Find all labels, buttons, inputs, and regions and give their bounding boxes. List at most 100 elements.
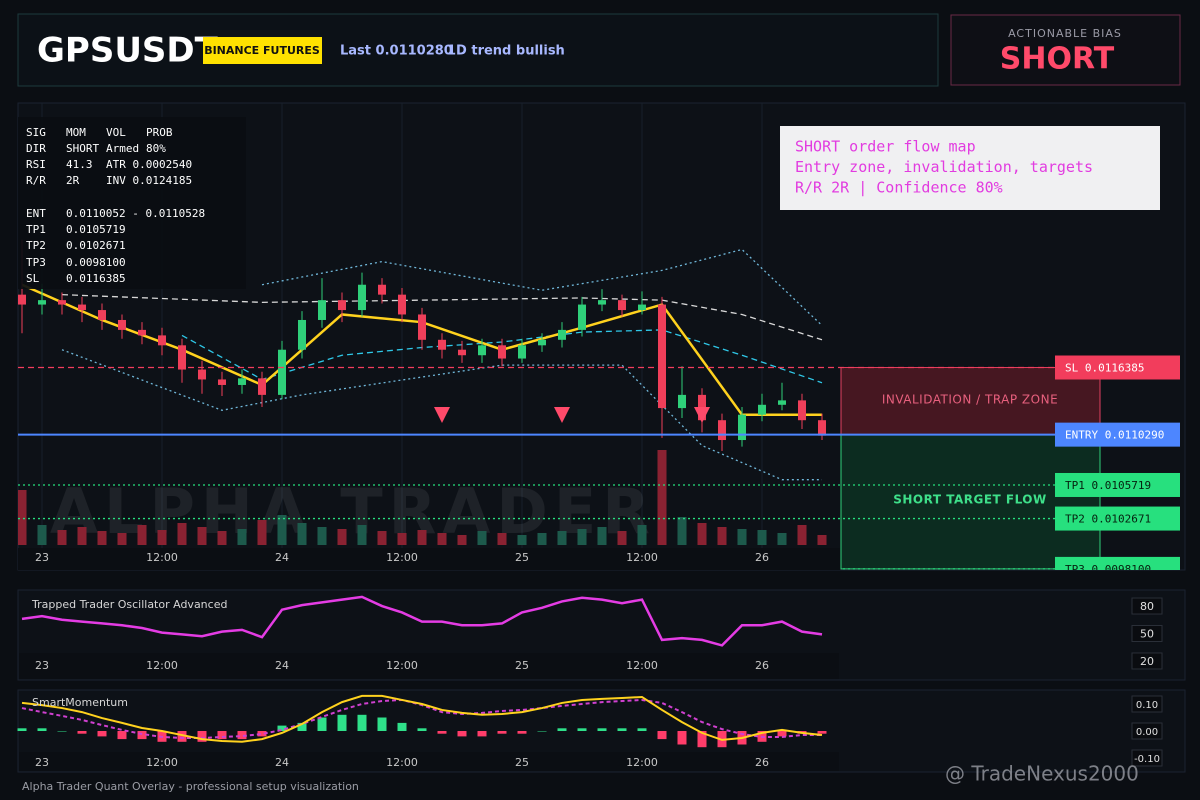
watermark: ALPHA TRADER [50, 475, 656, 548]
stats-cell: SL [26, 272, 40, 285]
stats-cell: TP3 [26, 256, 46, 269]
level-label: ENTRY 0.0110290 [1065, 429, 1164, 442]
momentum-bar [437, 731, 447, 734]
volume-bar [157, 530, 167, 545]
candle-body [598, 300, 606, 305]
header-box [17, 13, 939, 87]
candle-body [458, 349, 466, 356]
time-label: 26 [755, 659, 769, 672]
candle-body [538, 339, 546, 346]
momentum-bar [97, 731, 107, 737]
note-box [780, 126, 1160, 210]
last-price: Last 0.0110280 [340, 44, 453, 59]
stats-cell: Armed [106, 142, 139, 155]
candle-body [498, 345, 506, 359]
candle-body [718, 420, 726, 441]
momentum-bar [417, 728, 427, 731]
candle-body [478, 345, 486, 356]
zone-label: INVALIDATION / TRAP ZONE [882, 393, 1058, 407]
stats-cell: INV 0.0124185 [106, 174, 192, 187]
footer-watermark: @ TradeNexus2000 [945, 762, 1139, 786]
momentum-bar [577, 728, 587, 731]
volume-bar [417, 530, 427, 545]
volume-bar [177, 523, 187, 545]
candle-body [818, 420, 826, 436]
candle-body [578, 304, 586, 330]
stats-cell: TP2 [26, 239, 46, 252]
candle-body [518, 345, 526, 359]
stats-cell: RSI [26, 158, 46, 171]
stats-cell: PROB [146, 126, 173, 139]
momentum-bar [617, 728, 627, 731]
candle-body [678, 394, 686, 409]
volume-bar [637, 525, 647, 545]
volume-bar [777, 533, 787, 545]
volume-bar [377, 531, 387, 545]
stats-cell: SHORT [66, 142, 99, 155]
tick-box [1131, 625, 1163, 642]
momentum-bar [237, 731, 247, 740]
candle-body [178, 345, 186, 370]
candle-body [798, 400, 806, 421]
stats-cell: 0.0116385 [66, 272, 126, 285]
time-label: 26 [755, 756, 769, 769]
momentum-bar [537, 731, 547, 732]
candle-body [78, 304, 86, 311]
volume-bar [697, 523, 707, 545]
time-label: 23 [35, 551, 49, 564]
time-label: 12:00 [626, 659, 658, 672]
momentum-bar [217, 731, 227, 740]
time-label: 12:00 [626, 756, 658, 769]
time-label: 12:00 [386, 659, 418, 672]
momentum-bar [197, 731, 207, 742]
momentum-bar [337, 714, 347, 731]
candle-body [778, 400, 786, 405]
stats-cell: 0.0102671 [66, 239, 126, 252]
candle-body [298, 319, 306, 350]
note-line: R/R 2R | Confidence 80% [795, 179, 1003, 197]
volume-bar [37, 525, 47, 545]
candle-body [198, 369, 206, 380]
time-label: 23 [35, 659, 49, 672]
symbol: GPSUSDT [37, 31, 219, 71]
time-label: 12:00 [146, 659, 178, 672]
stats-panel [18, 117, 246, 289]
volume-bar [217, 531, 227, 545]
overlay-line [61, 349, 822, 481]
volume-bar [317, 527, 327, 545]
volume-bar [237, 529, 247, 545]
volume-bar [57, 530, 67, 545]
tick-box [1131, 597, 1163, 615]
candle-body [638, 304, 646, 311]
level-label: TP2 0.0102671 [1065, 513, 1151, 526]
time-label: 25 [515, 551, 529, 564]
momentum-bar [637, 728, 647, 731]
note-line: Entry zone, invalidation, targets [795, 158, 1093, 176]
candle-body [358, 284, 366, 311]
volume-bar [97, 531, 107, 545]
sell-signal [554, 407, 570, 423]
stats-cell: ENT [26, 207, 46, 220]
volume-bar [577, 529, 587, 545]
time-axis-band [19, 653, 839, 679]
candle-body [558, 329, 566, 340]
price-chart: ALPHA TRADER INVALIDATION / TRAP ZONE SHOR… [18, 103, 1180, 570]
signal-line [21, 698, 822, 740]
volume-bar [457, 535, 467, 545]
time-label: 26 [755, 551, 769, 564]
momentum-bar [457, 731, 467, 737]
volume-bar [477, 531, 487, 545]
level-tag [1055, 422, 1180, 447]
trend: 1D trend bullish [447, 44, 565, 59]
momentum-bar [477, 731, 487, 737]
stats-cell: MOM [66, 126, 86, 139]
volume-bar [297, 523, 307, 545]
volume-bar [357, 525, 367, 545]
time-label: 25 [515, 659, 529, 672]
stats-cell: VOL [106, 126, 126, 139]
sell-signal [434, 407, 450, 423]
momentum-bar [697, 731, 707, 748]
note-line: SHORT order flow map [795, 138, 976, 156]
momentum-bar [57, 731, 67, 732]
